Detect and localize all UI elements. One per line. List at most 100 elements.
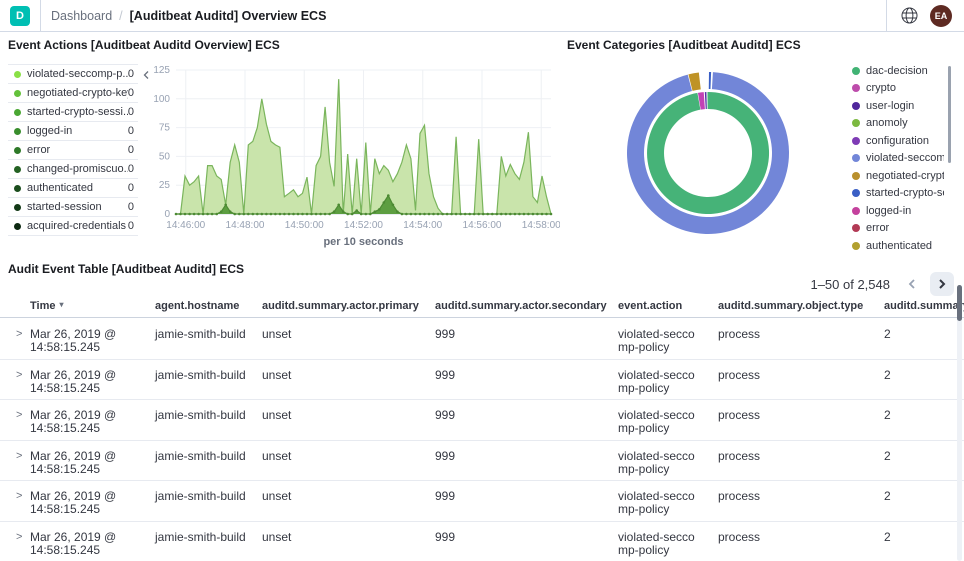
app-logo[interactable]: D — [10, 5, 30, 26]
svg-text:50: 50 — [159, 151, 171, 162]
legend-item[interactable]: changed-promiscuo... 0 — [8, 160, 138, 179]
cell-object-type: process — [718, 367, 761, 382]
legend-item[interactable]: negotiated-crypto-key 0 — [8, 84, 138, 103]
event-categories-donut-chart[interactable] — [623, 68, 793, 243]
legend-value: 0 — [127, 125, 134, 137]
svg-text:per 10 seconds: per 10 seconds — [323, 236, 403, 248]
column-header[interactable]: auditd.summary — [884, 300, 964, 312]
cell-event-action: violated-seccomp-policy — [618, 327, 695, 354]
column-header[interactable]: auditd.summary.object.type — [718, 300, 864, 312]
legend-color-dot — [852, 119, 860, 128]
legend-item[interactable]: logged-in 0 — [8, 122, 138, 141]
cell-hostname: jamie-smith-build — [155, 327, 246, 341]
legend-item[interactable]: violated-seccomp-p... 0 — [8, 65, 138, 84]
cell-event-action: violated-seccomp-policy — [618, 489, 695, 516]
legend-color-dot — [14, 70, 21, 78]
legend-label: configuration — [866, 134, 929, 147]
row-expand-icon[interactable]: > — [16, 328, 23, 340]
cell-summary: 2 — [884, 408, 891, 422]
event-actions-panel: Event Actions [Auditbeat Auditd Overview… — [8, 38, 561, 255]
legend-item[interactable]: crypto — [852, 80, 944, 98]
column-header[interactable]: agent.hostname — [155, 300, 240, 312]
legend-scrollbar[interactable] — [948, 66, 951, 163]
legend-item[interactable]: authenticated 0 — [8, 179, 138, 198]
header-divider — [886, 0, 887, 32]
row-expand-icon[interactable]: > — [16, 368, 23, 381]
cell-hostname: jamie-smith-build — [155, 529, 246, 544]
legend-item[interactable]: violated-seccomp... — [852, 150, 944, 168]
table-row: > Mar 26, 2019 @ 14:58:15.245 jamie-smith-… — [0, 522, 964, 561]
breadcrumb-separator-icon: / — [119, 8, 123, 23]
legend-value: 0 — [127, 182, 134, 194]
legend-item[interactable]: dac-decision — [852, 62, 944, 80]
breadcrumb-dashboard[interactable]: Dashboard — [51, 8, 113, 23]
row-expand-icon[interactable]: > — [16, 530, 23, 543]
legend-value: 0 — [127, 144, 134, 156]
table-header-row: Time ▾ agent.hostname auditd.summary.actor.… — [0, 300, 964, 318]
legend-item[interactable]: configuration — [852, 132, 944, 150]
legend-color-dot — [14, 108, 21, 116]
legend-item[interactable]: authenticated — [852, 237, 944, 255]
legend-item[interactable]: error 0 — [8, 141, 138, 160]
column-header[interactable]: Time ▾ — [30, 300, 64, 312]
legend-color-dot — [852, 189, 860, 198]
legend-item[interactable]: acquired-credentials 0 — [8, 217, 138, 236]
cell-time: Mar 26, 2019 @ 14:58:15.245 — [30, 327, 117, 354]
legend-item[interactable]: started-crypto-sessi... 0 — [8, 103, 138, 122]
table-row: > Mar 26, 2019 @ 14:58:15.245 jamie-smith-… — [0, 319, 964, 360]
legend-label: changed-promiscuo... — [27, 163, 128, 175]
legend-item[interactable]: started-crypto-se... — [852, 185, 944, 203]
cell-summary: 2 — [884, 367, 891, 382]
header-divider — [40, 0, 41, 32]
column-header[interactable]: auditd.summary.actor.secondary — [435, 300, 607, 312]
row-expand-icon[interactable]: > — [16, 409, 23, 421]
globe-icon[interactable] — [901, 7, 918, 24]
cell-actor-secondary: 999 — [435, 367, 456, 382]
legend-item[interactable]: started-session 0 — [8, 198, 138, 217]
pagination-next-icon[interactable] — [930, 272, 954, 296]
svg-text:25: 25 — [159, 180, 171, 191]
page-title: [Auditbeat Auditd] Overview ECS — [129, 8, 327, 23]
svg-text:14:58:00: 14:58:00 — [522, 220, 560, 231]
cell-object-type: process — [718, 448, 761, 463]
column-header[interactable]: event.action — [618, 300, 683, 312]
legend-label: crypto — [866, 82, 896, 95]
legend-item[interactable]: error — [852, 220, 944, 238]
cell-event-action: violated-seccomp-policy — [618, 448, 695, 476]
expander-header-cell — [0, 300, 30, 317]
cell-actor-primary: unset — [262, 448, 292, 463]
cell-hostname: jamie-smith-build — [155, 489, 246, 503]
table-scrollbar[interactable] — [957, 285, 962, 321]
pagination-prev-icon[interactable] — [900, 272, 924, 296]
legend-item[interactable]: user-login — [852, 97, 944, 115]
legend-color-dot — [852, 101, 860, 110]
legend-label: error — [27, 144, 51, 156]
cell-actor-secondary: 999 — [435, 408, 456, 422]
audit-table-title: Audit Event Table [Auditbeat Auditd] ECS — [8, 262, 244, 276]
breadcrumb: Dashboard / [Auditbeat Auditd] Overview … — [51, 9, 326, 23]
row-expand-icon[interactable]: > — [16, 449, 23, 462]
event-actions-legend: violated-seccomp-p... 0 negotiated-crypto-… — [8, 64, 138, 236]
legend-label: authenticated — [866, 239, 933, 252]
legend-item[interactable]: anomoly — [852, 115, 944, 133]
legend-label: acquired-credentials — [27, 220, 127, 232]
legend-label: anomoly — [866, 117, 908, 130]
legend-collapse-icon[interactable] — [142, 68, 151, 83]
legend-color-dot — [852, 154, 860, 163]
legend-item[interactable]: negotiated-crypto... — [852, 167, 944, 185]
legend-label: logged-in — [27, 125, 73, 137]
legend-value: 0 — [127, 201, 134, 213]
event-actions-chart[interactable]: 0 25 50 75 100 125 14:46:00 14:48:00 14:50:00 14:… — [152, 62, 561, 253]
legend-value: 0 — [127, 106, 134, 118]
row-expand-icon[interactable]: > — [16, 490, 23, 502]
cell-object-type: process — [718, 489, 761, 503]
legend-item[interactable]: logged-in — [852, 202, 944, 220]
legend-color-dot — [852, 224, 860, 233]
user-avatar[interactable]: EA — [930, 4, 952, 27]
svg-text:125: 125 — [153, 65, 170, 76]
cell-summary: 2 — [884, 448, 891, 463]
cell-object-type: process — [718, 529, 761, 544]
legend-color-dot — [14, 203, 21, 211]
column-header[interactable]: auditd.summary.actor.primary — [262, 300, 419, 312]
legend-color-dot — [852, 171, 860, 180]
